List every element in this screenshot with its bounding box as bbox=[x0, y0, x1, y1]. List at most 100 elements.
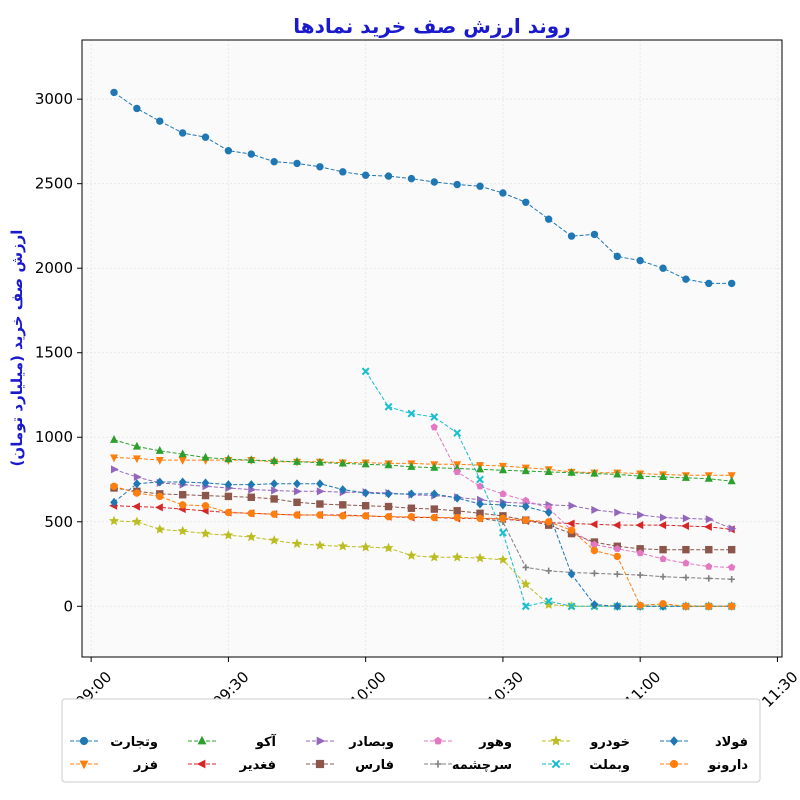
series-line bbox=[113, 468, 732, 529]
data-point bbox=[434, 760, 442, 768]
x-tick-label: 11:30 bbox=[758, 668, 800, 711]
data-point bbox=[430, 505, 438, 513]
data-point bbox=[591, 570, 598, 577]
data-point bbox=[728, 576, 735, 583]
data-point bbox=[201, 133, 210, 141]
data-point bbox=[110, 88, 118, 97]
data-point bbox=[682, 545, 690, 554]
data-point bbox=[566, 519, 575, 528]
data-point bbox=[247, 455, 256, 464]
data-point bbox=[293, 511, 301, 519]
data-point bbox=[453, 429, 462, 437]
data-point bbox=[247, 493, 255, 501]
data-point bbox=[154, 503, 163, 512]
data-point bbox=[453, 180, 461, 189]
data-point bbox=[614, 570, 621, 578]
data-point bbox=[155, 457, 164, 465]
data-point bbox=[316, 500, 324, 508]
data-point bbox=[407, 462, 416, 470]
data-point bbox=[110, 454, 119, 463]
data-point bbox=[430, 489, 439, 499]
legend-item: فغدیر bbox=[188, 758, 276, 773]
data-point bbox=[156, 117, 164, 125]
series-line bbox=[113, 481, 732, 607]
data-point bbox=[133, 104, 141, 113]
data-point bbox=[110, 482, 118, 490]
data-point bbox=[110, 497, 118, 507]
data-point bbox=[544, 467, 553, 475]
data-point bbox=[590, 230, 599, 239]
data-point bbox=[154, 524, 165, 534]
data-point bbox=[658, 521, 667, 530]
data-point bbox=[637, 510, 645, 520]
data-point bbox=[361, 367, 370, 376]
data-point bbox=[636, 471, 645, 480]
data-point bbox=[659, 555, 667, 562]
data-point bbox=[270, 158, 278, 166]
data-point bbox=[567, 526, 576, 534]
data-point bbox=[339, 512, 347, 520]
data-point bbox=[177, 525, 188, 536]
legend-item: فارس bbox=[306, 758, 394, 773]
data-point bbox=[430, 513, 438, 522]
data-point bbox=[613, 601, 622, 611]
data-point bbox=[430, 178, 438, 186]
data-point bbox=[361, 488, 370, 498]
legend-label: وبصادر bbox=[348, 735, 394, 750]
legend-item: وبملت bbox=[542, 758, 630, 773]
data-point bbox=[545, 567, 552, 574]
data-point bbox=[196, 759, 206, 769]
data-point bbox=[178, 491, 187, 499]
data-point bbox=[361, 459, 370, 468]
data-point bbox=[613, 252, 621, 261]
data-point bbox=[270, 456, 279, 464]
data-point bbox=[316, 736, 326, 746]
legend-label: آکو bbox=[255, 733, 277, 750]
legend-label: سرچشمه bbox=[452, 758, 512, 773]
plot-frame bbox=[81, 39, 783, 658]
data-point bbox=[453, 493, 462, 503]
data-point bbox=[727, 545, 736, 554]
data-point bbox=[339, 501, 347, 509]
legend-label: فغدیر bbox=[239, 758, 276, 773]
data-point bbox=[521, 602, 530, 611]
data-point bbox=[270, 510, 278, 518]
data-point bbox=[430, 462, 439, 471]
legend-label: فزر bbox=[133, 758, 158, 773]
data-point bbox=[434, 736, 442, 745]
data-point bbox=[247, 150, 255, 158]
data-point bbox=[79, 736, 89, 746]
data-point bbox=[429, 552, 440, 562]
data-point bbox=[613, 469, 622, 478]
data-point bbox=[132, 455, 141, 464]
data-point bbox=[636, 571, 644, 579]
data-point bbox=[384, 502, 393, 511]
legend-item: وبصادر bbox=[306, 735, 394, 750]
data-point bbox=[521, 502, 530, 512]
data-point bbox=[669, 736, 679, 746]
data-point bbox=[224, 147, 233, 155]
data-point bbox=[474, 552, 486, 563]
data-point bbox=[407, 504, 416, 512]
data-point bbox=[271, 486, 279, 495]
data-point bbox=[406, 550, 417, 560]
data-point bbox=[728, 563, 736, 571]
legend-label: فارس bbox=[355, 758, 394, 773]
data-point bbox=[247, 480, 256, 490]
chart-title: روند ارزش صف خرید نمادها bbox=[293, 14, 570, 38]
data-point bbox=[705, 515, 714, 524]
data-point bbox=[727, 476, 736, 485]
data-point bbox=[384, 172, 393, 180]
data-point bbox=[247, 509, 255, 518]
data-point bbox=[551, 759, 561, 769]
data-point bbox=[132, 502, 140, 511]
data-point bbox=[476, 182, 484, 190]
data-point bbox=[178, 477, 187, 487]
data-point bbox=[155, 477, 164, 487]
data-point bbox=[682, 559, 690, 567]
data-point bbox=[705, 602, 713, 610]
data-point bbox=[550, 735, 562, 746]
data-point bbox=[568, 501, 577, 510]
data-point bbox=[430, 423, 438, 431]
gridlines bbox=[82, 40, 782, 657]
